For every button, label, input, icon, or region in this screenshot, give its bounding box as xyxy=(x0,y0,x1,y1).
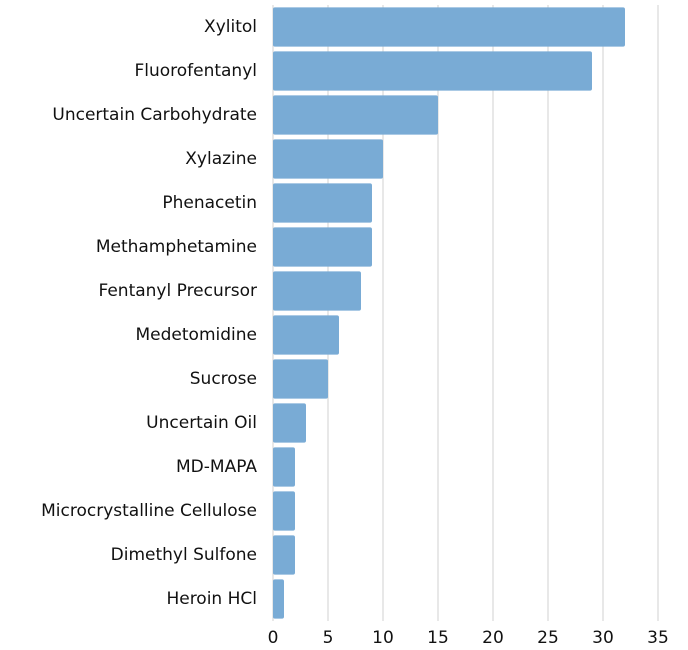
y-tick-label: Heroin HCl xyxy=(166,589,257,609)
x-tick-label: 25 xyxy=(537,628,559,648)
bar xyxy=(273,139,383,179)
y-tick-label: Dimethyl Sulfone xyxy=(111,545,257,565)
x-tick-label: 35 xyxy=(647,628,669,648)
x-tick-label: 10 xyxy=(372,628,394,648)
y-tick-label: Microcrystalline Cellulose xyxy=(41,501,257,521)
y-tick-label: Sucrose xyxy=(190,369,257,389)
x-tick-label: 20 xyxy=(482,628,504,648)
y-tick-label: MD-MAPA xyxy=(176,457,257,477)
y-tick-label: Methamphetamine xyxy=(96,237,257,257)
bar xyxy=(273,359,328,399)
y-tick-label: Uncertain Oil xyxy=(146,413,257,433)
bar xyxy=(273,491,295,531)
x-tick-label: 5 xyxy=(323,628,334,648)
bar xyxy=(273,51,592,91)
y-tick-label: Fentanyl Precursor xyxy=(98,281,257,301)
y-tick-label: Xylazine xyxy=(185,149,257,169)
bar xyxy=(273,447,295,487)
bar xyxy=(273,7,625,47)
y-tick-label: Phenacetin xyxy=(162,193,257,213)
x-tick-label: 15 xyxy=(427,628,449,648)
bar xyxy=(273,579,284,619)
bar xyxy=(273,227,372,267)
bar xyxy=(273,535,295,575)
bar xyxy=(273,183,372,223)
y-tick-label: Fluorofentanyl xyxy=(134,61,257,81)
y-tick-label: Uncertain Carbohydrate xyxy=(52,105,257,125)
bar xyxy=(273,271,361,311)
y-tick-label: Medetomidine xyxy=(136,325,257,345)
x-tick-label: 30 xyxy=(592,628,614,648)
bar xyxy=(273,315,339,355)
y-tick-label: Xylitol xyxy=(204,17,257,37)
x-tick-label: 0 xyxy=(268,628,279,648)
bar xyxy=(273,403,306,443)
bar xyxy=(273,95,438,135)
